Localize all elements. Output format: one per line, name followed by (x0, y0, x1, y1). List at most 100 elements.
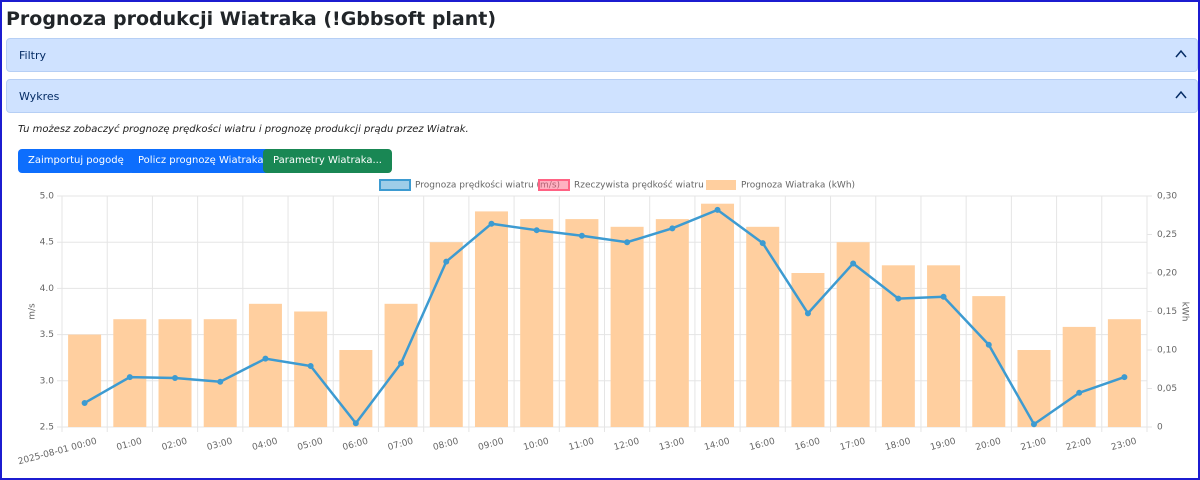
y-tick-label: 3.5 (40, 330, 54, 340)
x-tick-label: 02:00 (161, 437, 189, 453)
bar (1062, 326, 1096, 427)
button[interactable]: Policz prognozę Wiatraka (128, 149, 274, 173)
accordion-filtry[interactable]: Filtry (6, 38, 1198, 72)
x-tick-label: 21:00 (1020, 437, 1048, 453)
point (669, 225, 676, 232)
x-tick-label: 07:00 (387, 437, 415, 453)
bar (565, 219, 599, 427)
x-tick-label: 12:00 (613, 437, 641, 453)
x-tick-label: 10:00 (522, 437, 550, 453)
y-tick-label: 4.5 (40, 238, 54, 248)
bar (610, 226, 644, 427)
x-tick-label: 23:00 (1110, 437, 1138, 453)
y-axis-label: m/s (28, 303, 38, 320)
bar (836, 242, 870, 427)
y-tick-label: 2.5 (40, 423, 54, 433)
x-tick-label: 14:00 (703, 437, 731, 453)
button[interactable]: Zaimportuj pogodę (18, 149, 134, 173)
point (1076, 389, 1083, 396)
point (126, 374, 133, 381)
point (1030, 421, 1037, 428)
bar (655, 219, 689, 427)
bar (1017, 350, 1051, 427)
line (83, 208, 1125, 427)
x-tick-label: 16:00 (749, 437, 777, 453)
x-tick-label: 2025-08-01 00:00 (17, 437, 98, 468)
point (398, 360, 405, 367)
bar (68, 334, 102, 427)
legend-label: Prognoza prędkości wiatru (m/s) (415, 180, 560, 191)
legend-swatch (538, 179, 570, 191)
point (352, 420, 359, 427)
point (714, 206, 721, 213)
bar (972, 296, 1006, 427)
point (81, 399, 88, 406)
point (895, 295, 902, 302)
x-tick-label: 03:00 (206, 437, 234, 453)
point (940, 293, 947, 300)
x-tick-label: 22:00 (1065, 437, 1093, 453)
bar (158, 319, 192, 427)
chevron-icon (1175, 49, 1187, 58)
point (578, 232, 585, 239)
bar (113, 319, 147, 427)
legend-label: Rzeczywista prędkość wiatru (m/s) (574, 180, 730, 191)
y2-tick-label: 0,20 (1157, 269, 1177, 279)
accordion-label: Wykres (19, 90, 60, 103)
point (443, 258, 450, 265)
y-tick-label: 5.0 (40, 192, 55, 202)
bar (927, 265, 961, 427)
bar (429, 242, 463, 427)
y-tick-label: 3.0 (40, 376, 55, 386)
point (804, 310, 811, 317)
point (262, 355, 269, 362)
x-tick-label: 13:00 (658, 437, 686, 453)
point (488, 220, 495, 227)
point (850, 260, 857, 267)
y-tick-label: 4.0 (40, 284, 55, 294)
button[interactable]: Parametry Wiatraka... (263, 149, 392, 173)
page-title: Prognoza produkcji Wiatraka (!Gbbsoft pl… (6, 8, 497, 30)
x-tick-label: 16:00 (794, 437, 822, 453)
point (172, 375, 179, 382)
bar (881, 265, 915, 427)
y2-tick-label: 0,05 (1157, 384, 1177, 394)
bar (339, 350, 373, 427)
y2-tick-label: 0,15 (1157, 307, 1177, 317)
point (307, 363, 314, 370)
x-tick-label: 11:00 (568, 437, 596, 453)
y2-axis-label: kWh (1180, 302, 1190, 322)
point (1121, 374, 1128, 381)
point (217, 378, 224, 385)
bar (294, 311, 328, 427)
x-tick-label: 20:00 (975, 437, 1003, 453)
description: Tu możesz zobaczyć prognozę prędkości wi… (18, 124, 469, 135)
bar (474, 211, 508, 427)
x-tick-label: 17:00 (839, 437, 867, 453)
point (759, 240, 766, 247)
x-tick-label: 18:00 (884, 437, 912, 453)
legend-label: Prognoza Wiatraka (kWh) (741, 181, 855, 191)
x-tick-label: 05:00 (296, 437, 324, 453)
y2-tick-label: 0 (1157, 423, 1163, 433)
x-tick-label: 04:00 (251, 437, 279, 453)
bar (701, 203, 735, 427)
accordion-wykres[interactable]: Wykres (6, 79, 1198, 113)
chart: 2.5 3.0 3.5 4.0 4.5 5.0 0 0,05 0,10 0,15 0,20 0,25 0… (17, 179, 1190, 468)
point (533, 227, 540, 234)
legend-swatch (379, 179, 411, 191)
legend-swatch (706, 180, 736, 190)
x-tick-label: 01:00 (116, 437, 144, 453)
accordion-label: Filtry (19, 49, 46, 62)
bar (791, 273, 825, 427)
x-tick-label: 09:00 (477, 437, 505, 453)
y2-tick-label: 0,30 (1157, 192, 1177, 202)
y2-tick-label: 0,25 (1157, 230, 1177, 240)
y2-tick-label: 0,10 (1157, 346, 1177, 356)
point (624, 239, 631, 246)
bar (520, 219, 554, 427)
bar (746, 226, 780, 427)
bar (1107, 319, 1141, 427)
point (985, 341, 992, 348)
